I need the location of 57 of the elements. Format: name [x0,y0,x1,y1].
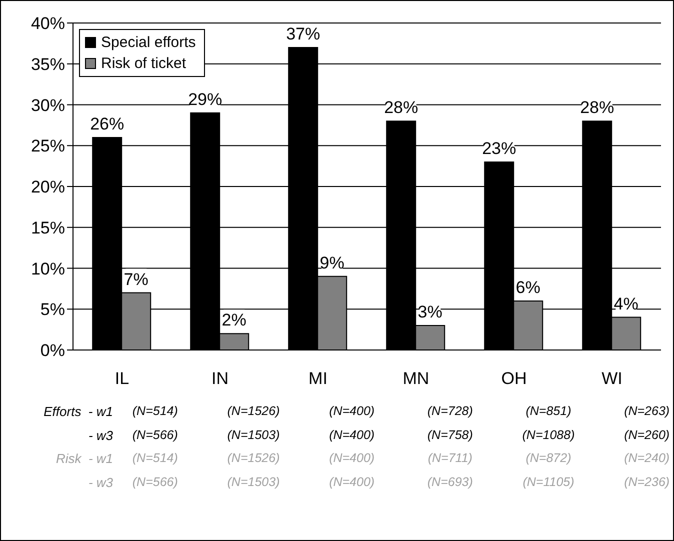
y-tick-label: 25% [30,136,65,156]
text: - w3 [87,428,113,442]
data-label: 37% [286,24,320,44]
y-tick-label: 15% [30,218,65,238]
text: (N=851) [526,404,572,418]
text: (N=400) [329,404,375,418]
y-tick-label: 5% [40,300,65,320]
text: (N=514) [132,451,178,465]
text: (N=1503) [227,474,280,488]
text: (N=872) [526,451,572,465]
text: (N=566) [132,474,178,488]
text: Efforts - w1 [42,404,113,419]
data-label: 28% [384,98,418,118]
text: (N=400) [329,474,375,488]
text: (N=711) [428,451,472,465]
text: (N=263) [624,404,670,418]
data-label: 3% [418,302,442,322]
text: (N=260) [624,428,670,442]
y-tick-label: 0% [40,341,65,360]
text: (N=400) [329,451,375,465]
text: (N=728) [427,404,473,418]
text: (N=1105) [522,474,574,488]
y-tick-label: 40% [30,14,65,34]
text: (N=1503) [227,428,280,442]
x-tick-label: MI [308,369,328,388]
text: (N=1526) [227,404,280,418]
text: (N=400) [329,428,375,442]
text: (N=514) [132,404,178,418]
text: (N=236) [624,474,670,488]
y-tick-label: 20% [30,178,65,197]
text: (N=693) [427,474,473,488]
data-label: 23% [482,138,516,158]
legend-label: Risk of ticket [101,54,186,74]
data-label: 7% [124,270,148,289]
text: (N=1526) [227,451,280,465]
x-tick-label: IN [212,369,228,388]
x-tick-label: OH [501,369,527,388]
data-label: 26% [90,114,124,134]
y-tick-label: 35% [30,54,65,74]
x-tick-label: MN [402,369,430,388]
text: - w3 [87,474,113,490]
data-label: 4% [614,294,638,314]
x-tick-label: WI [602,369,622,388]
text: (N=1088) [522,428,575,442]
text: (N=240) [624,451,670,465]
data-label: 28% [580,98,614,118]
data-label: 2% [222,310,246,330]
text: (N=566) [132,428,178,442]
text: Risk - w1 [54,451,113,466]
legend-label: Special efforts [101,33,196,53]
data-label: 9% [320,253,344,272]
x-tick-label: IL [114,369,130,388]
text: (N=758) [427,428,473,442]
data-label: 29% [188,90,222,109]
y-tick-label: 30% [30,96,65,115]
data-label: 6% [516,278,540,297]
y-tick-label: 10% [30,259,65,278]
